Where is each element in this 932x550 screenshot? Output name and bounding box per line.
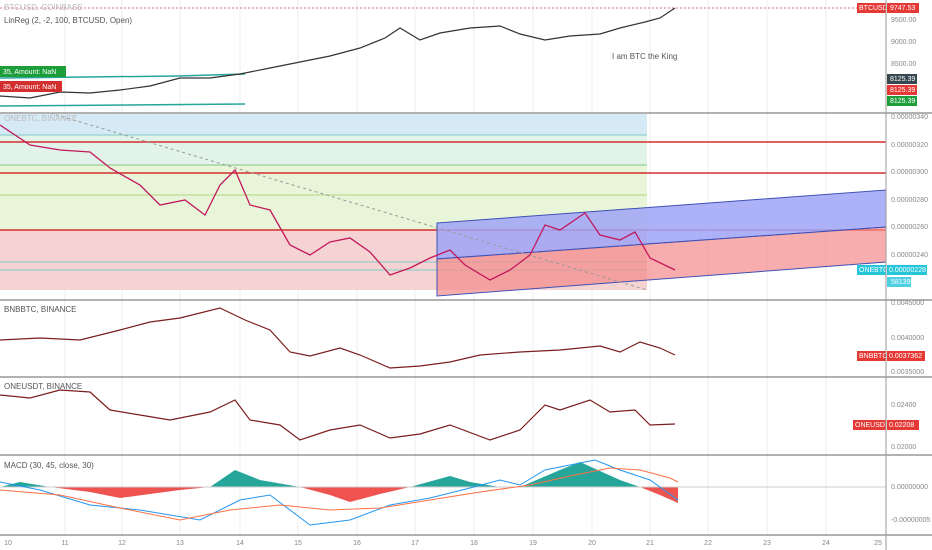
time-tick: 11 [61,540,68,547]
time-tick: 17 [411,540,419,547]
level-badge [887,96,917,106]
time-tick: 24 [822,540,830,547]
order-label: 35, Amount: NaN [3,69,56,76]
price-badge [887,3,919,13]
price-tick: 0.00000260 [891,224,928,231]
price-badge-text: 0.0037362 [889,353,922,360]
macd-histogram [210,470,300,487]
volume-badge-text: 58139 [891,279,911,286]
time-tick: 21 [646,540,654,547]
symbol-label: BNBBTC, BINANCE [4,305,76,314]
price-badge [887,351,925,361]
time-tick: 16 [353,540,361,547]
price-badge [887,420,919,430]
btc-price-line [0,7,676,99]
price-tick: 0.0045000 [891,300,924,307]
level-badge [887,74,917,84]
macd-line [0,459,679,526]
time-tick: 12 [118,540,126,547]
time-tick: 19 [529,540,537,547]
annotation: I am BTC the King [612,52,677,61]
price-tick: 0.00000240 [891,252,928,259]
price-tick: 0.02400 [891,402,916,409]
price-tick: 0.0035000 [891,369,924,376]
macd-histogram [640,487,678,503]
price-tick: 0.00000000 [891,484,928,491]
level-badge-text: 8125.39 [890,76,915,83]
price-badge [887,265,927,275]
symbol-label: BTCUSD, COINBASE [4,3,83,12]
time-axis: 10 11 12 13 14 15 16 17 18 19 20 21 22 2… [4,540,882,547]
macd-histogram [50,487,210,498]
time-tick: 25 [874,540,882,547]
regression-line [0,75,179,79]
signal-line [0,467,679,521]
fib-zone [0,135,647,165]
regression-line [0,103,246,107]
time-tick: 15 [294,540,302,547]
symbol-label: ONEBTC, BINANCE [4,114,77,123]
order-tag [0,66,66,77]
price-tick: 0.0040000 [891,335,924,342]
macd-histogram [410,476,500,487]
symbol-label: ONEUSDT, BINANCE [4,382,82,391]
price-badge-text: 0.00000228 [889,267,926,274]
time-tick: 13 [176,540,184,547]
price-badge-text: 9747.53 [890,5,915,12]
price-tick: 9500.00 [891,17,916,24]
symbol-badge [857,265,886,275]
symbol-badge [853,420,886,430]
symbol-badge-text: BNBBTC [859,353,887,360]
time-tick: 22 [704,540,712,547]
order-label: 35, Amount: NaN [3,84,56,91]
volume-badge [887,277,911,287]
symbol-badge [857,351,886,361]
time-tick: 14 [236,540,244,547]
symbol-badge-text: ONEBTC [859,267,888,274]
time-tick: 18 [470,540,478,547]
price-tick: -0.00000005 [891,517,930,524]
price-tick: 0.02000 [891,444,916,451]
symbol-badge-text: ONEUSDT [855,422,890,429]
price-tick: 0.00000280 [891,197,928,204]
time-tick: 10 [4,540,12,547]
bnbbtc-price-line [0,307,676,369]
symbol-badge-text: BTCUSD [859,5,888,12]
oneusdt-price-line [0,389,676,441]
indicator-label: MACD (30, 45, close, 30) [4,461,94,470]
price-tick: 0.00000340 [891,114,928,121]
macd-histogram [300,487,410,502]
price-tick: 0.00000320 [891,142,928,149]
order-tag [0,81,62,92]
price-tick: 9000.00 [891,39,916,46]
level-badge-text: 8125.39 [890,98,915,105]
indicator-label: LinReg (2, -2, 100, BTCUSD, Open) [4,16,132,25]
trend-line [49,112,648,291]
macd-histogram [0,482,50,487]
level-badge-text: 8125.39 [890,87,915,94]
price-tick: 8500.00 [891,61,916,68]
fib-zone [0,114,647,135]
price-tick: 0.00000300 [891,169,928,176]
time-tick: 20 [588,540,596,547]
onebtc-price-line [0,124,676,281]
level-badge [887,85,917,95]
time-tick: 23 [763,540,771,547]
symbol-badge [857,3,886,13]
price-badge-text: 0.02208 [889,422,914,429]
